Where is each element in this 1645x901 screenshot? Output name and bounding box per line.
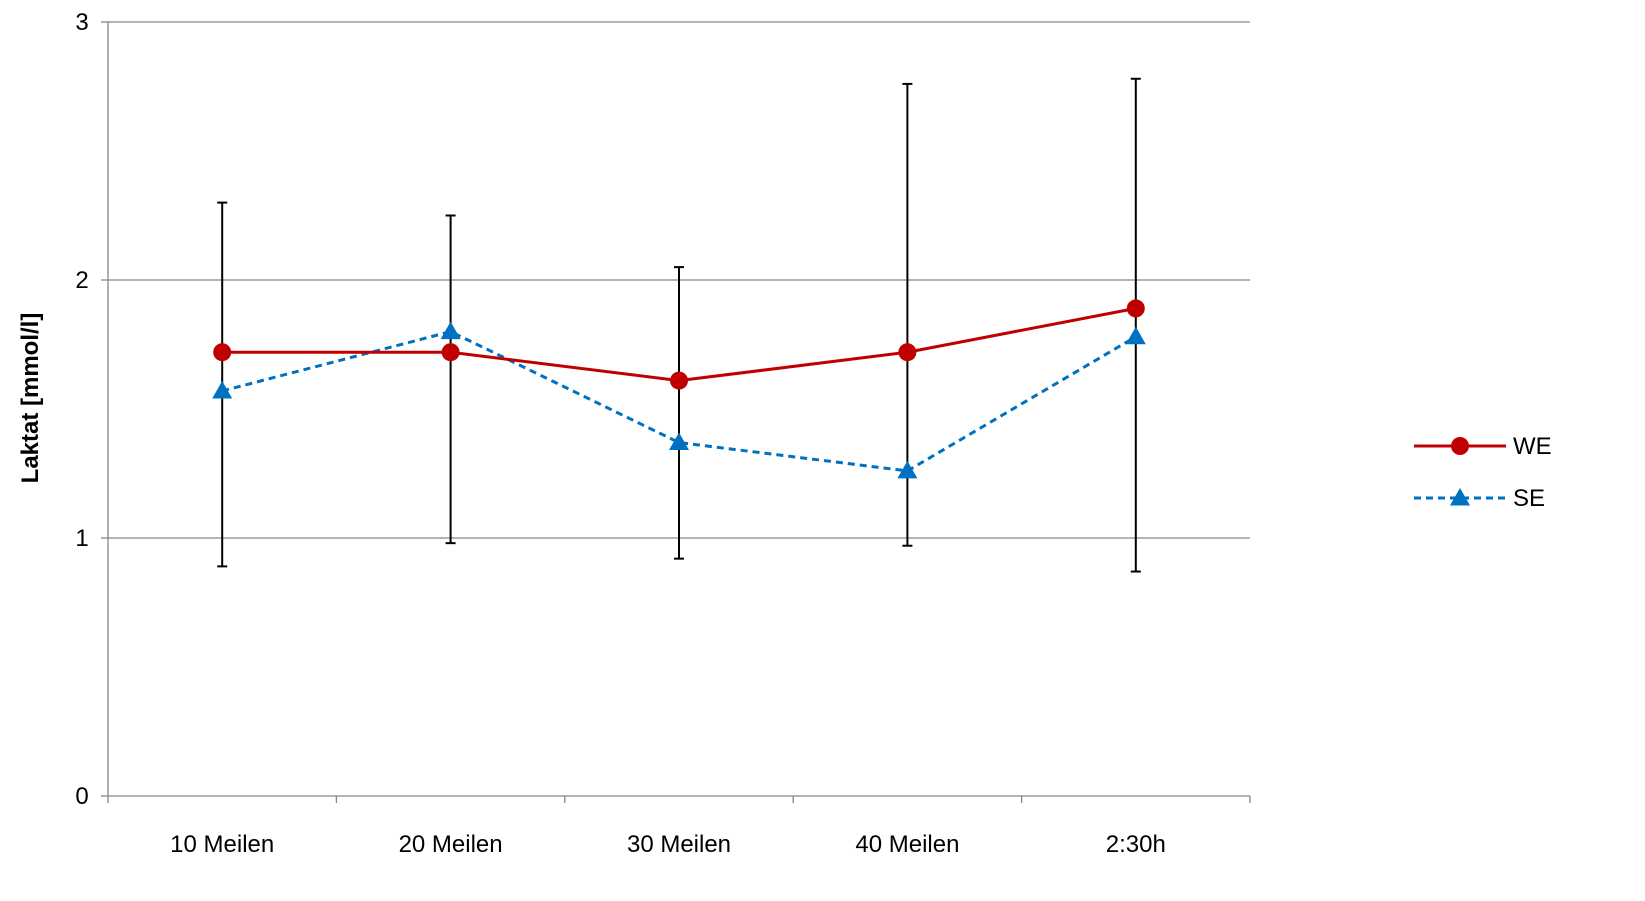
data-point-we (1126, 299, 1145, 318)
data-point-we (670, 371, 688, 390)
legend-label: SE (1513, 485, 1545, 512)
series-we (213, 299, 1145, 390)
y-tick-label: 3 (75, 9, 88, 36)
x-tick-label: 2:30h (1106, 831, 1166, 858)
x-tick-label: 10 Meilen (170, 831, 274, 858)
x-tick-labels: 10 Meilen 20 Meilen 30 Meilen 40 Meilen 2:30… (170, 831, 1166, 858)
y-tick-label: 2 (75, 267, 88, 294)
y-tick-label: 0 (75, 783, 88, 810)
x-tick-label: 20 Meilen (399, 831, 503, 858)
data-point-se (440, 321, 461, 340)
data-point-we (441, 343, 460, 362)
error-bars (217, 77, 1141, 573)
legend-label: WE (1513, 433, 1552, 460)
x-tick-label: 40 Meilen (855, 831, 959, 858)
data-point-se (897, 460, 918, 479)
legend-marker (1451, 437, 1469, 455)
y-tick-labels: 0 1 2 3 (75, 9, 88, 810)
legend-marker (1450, 488, 1470, 506)
y-axis-label: Laktat [mmol/l] (17, 313, 44, 484)
x-tick-label: 30 Meilen (627, 831, 731, 858)
legend: WE SE (1414, 433, 1552, 512)
data-point-se (1125, 326, 1146, 345)
data-point-we (898, 343, 917, 362)
data-point-se (669, 432, 689, 451)
data-point-se (212, 380, 233, 399)
series-group (212, 299, 1146, 479)
data-point-we (213, 343, 232, 362)
axes (101, 21, 1251, 803)
legend-item-se: SE (1414, 485, 1545, 512)
y-tick-label: 1 (75, 525, 88, 552)
legend-item-we: WE (1414, 433, 1552, 460)
